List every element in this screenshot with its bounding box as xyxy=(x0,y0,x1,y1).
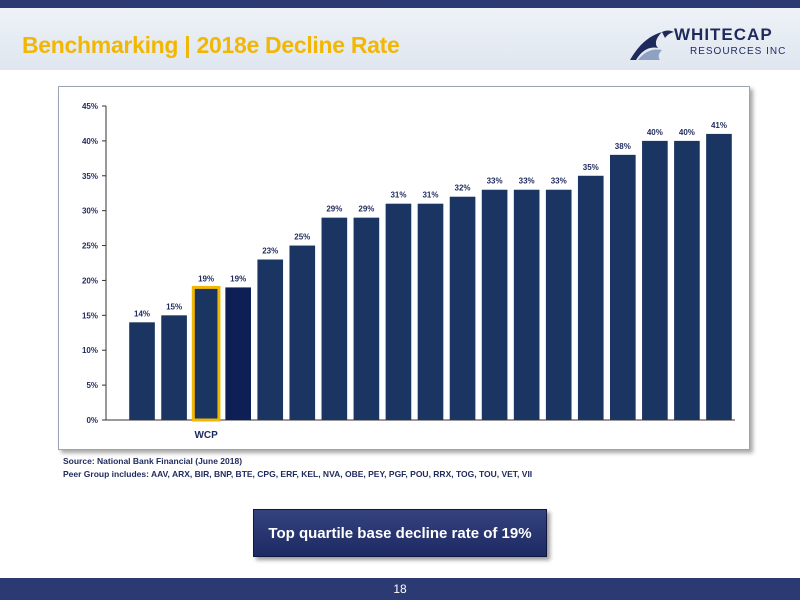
chart-panel: 0% 5% 10% 15% 20% 25% 30% 35% 40% 45% 14% 15% 19% WCP… xyxy=(58,86,750,450)
bar-value-label: 15% xyxy=(166,302,182,311)
bar xyxy=(577,175,604,420)
y-tick-label: 10% xyxy=(82,346,98,355)
bar xyxy=(161,315,187,420)
bar xyxy=(321,217,348,420)
y-tick-label: 35% xyxy=(82,172,98,181)
bar xyxy=(225,287,252,420)
y-tick-label: 15% xyxy=(82,311,98,320)
bar xyxy=(642,140,668,420)
y-tick-label: 30% xyxy=(82,207,98,216)
bar-value-label: 25% xyxy=(294,233,310,242)
bar-value-label: 41% xyxy=(711,121,727,130)
bar xyxy=(449,196,476,420)
peer-group-line: Peer Group includes: AAV, ARX, BIR, BNP,… xyxy=(63,469,533,479)
bar-value-label: 29% xyxy=(358,205,374,214)
callout-box: Top quartile base decline rate of 19% xyxy=(253,509,547,557)
bar-value-label: 31% xyxy=(390,191,406,200)
bar xyxy=(129,322,155,420)
bar-value-label: 29% xyxy=(326,205,342,214)
bar xyxy=(353,217,380,420)
x-category-label-wcp: WCP xyxy=(194,430,218,441)
bar-value-label: 23% xyxy=(262,247,278,256)
callout-text: Top quartile base decline rate of 19% xyxy=(268,524,532,542)
footer-bar: 18 xyxy=(0,578,800,600)
y-tick-label: 40% xyxy=(82,137,98,146)
bar xyxy=(674,140,700,420)
whitecap-wave-icon xyxy=(630,30,674,60)
logo-wordmark: WHITECAP xyxy=(674,25,773,44)
bar-wcp xyxy=(191,285,221,422)
bar xyxy=(609,154,636,420)
decline-rate-bar-chart: 0% 5% 10% 15% 20% 25% 30% 35% 40% 45% 14% 15% 19% WCP… xyxy=(82,102,735,441)
y-tick-label: 25% xyxy=(82,242,98,251)
bar xyxy=(257,259,284,420)
bar-value-label: 32% xyxy=(455,184,471,193)
bar-value-label: 33% xyxy=(487,177,503,186)
bar-value-label: 19% xyxy=(198,274,214,283)
y-tick-label: 20% xyxy=(82,276,98,285)
bar xyxy=(706,133,732,420)
page-title: Benchmarking | 2018e Decline Rate xyxy=(22,32,400,58)
bar-value-label: 33% xyxy=(551,177,567,186)
y-tick-label: 45% xyxy=(82,102,98,111)
bar xyxy=(385,203,412,420)
logo-subtitle: RESOURCES INC xyxy=(690,46,787,57)
bar xyxy=(545,189,572,420)
bar-value-label: 31% xyxy=(422,191,438,200)
bar-value-label: 35% xyxy=(583,163,599,172)
y-tick-label: 0% xyxy=(86,416,98,425)
bar-value-label: 19% xyxy=(230,274,246,283)
company-logo: WHITECAP RESOURCES INC xyxy=(628,22,793,66)
top-accent-bar xyxy=(0,0,800,8)
bar-value-label: 40% xyxy=(647,128,663,137)
bar xyxy=(417,203,444,420)
bar xyxy=(289,245,316,420)
bar-value-label: 14% xyxy=(134,309,150,318)
bar xyxy=(481,189,508,420)
source-line: Source: National Bank Financial (June 20… xyxy=(63,456,243,466)
y-tick-label: 5% xyxy=(86,381,98,390)
header: Benchmarking | 2018e Decline Rate WHITEC… xyxy=(0,8,800,70)
bar-value-label: 38% xyxy=(615,142,631,151)
bar-value-label: 40% xyxy=(679,128,695,137)
bar-value-label: 33% xyxy=(519,177,535,186)
page-number: 18 xyxy=(393,582,407,596)
source-note: Source: National Bank Financial (June 20… xyxy=(63,455,532,481)
bar xyxy=(513,189,540,420)
